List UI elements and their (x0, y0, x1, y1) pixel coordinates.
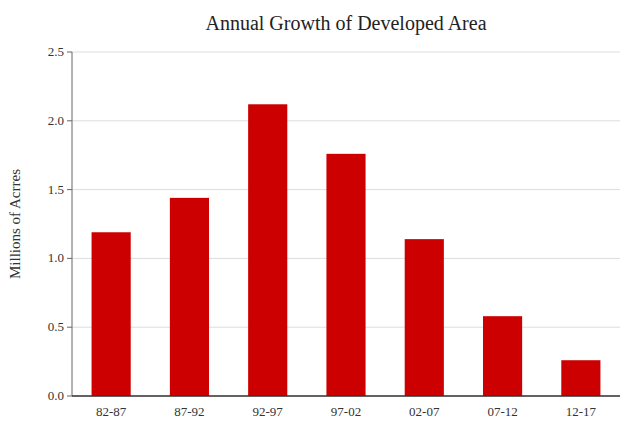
x-tick-label: 97-02 (331, 404, 361, 419)
y-tick-label: 2.0 (48, 113, 64, 128)
grid-line (72, 120, 620, 121)
y-axis: 0.0 0.5 1.0 1.5 2.0 2.5 (48, 44, 72, 403)
y-axis-label: Millions of Acrres (7, 169, 23, 279)
bars (92, 104, 601, 396)
bar (561, 360, 600, 396)
bar (92, 232, 131, 396)
y-tick (67, 327, 72, 328)
x-tick-label: 12-17 (566, 404, 597, 419)
y-tick (67, 189, 72, 190)
x-axis-line (72, 395, 620, 397)
y-tick-label: 1.5 (48, 182, 64, 197)
y-tick-label: 0.0 (48, 388, 64, 403)
y-axis-line (72, 52, 73, 396)
x-tick-label: 82-87 (96, 404, 127, 419)
bar (326, 154, 365, 396)
chart-container: Annual Growth of Developed Area Millions … (0, 0, 640, 438)
x-tick-label: 07-12 (487, 404, 517, 419)
bar (170, 198, 209, 396)
grid (72, 52, 620, 396)
y-tick (67, 396, 72, 397)
x-tick-label: 87-92 (174, 404, 204, 419)
y-tick-label: 0.5 (48, 319, 64, 334)
y-tick (67, 258, 72, 259)
grid-line (72, 52, 620, 53)
bar (483, 316, 522, 396)
grid-line (72, 396, 620, 397)
chart-svg: Annual Growth of Developed Area Millions … (0, 0, 640, 438)
x-tick-label: 02-07 (409, 404, 440, 419)
page: {"chart_data": {"type": "bar", "title": … (0, 0, 640, 438)
x-tick-label: 92-97 (253, 404, 284, 419)
y-tick (67, 120, 72, 121)
x-axis: 82-87 87-92 92-97 97-02 02-07 07-12 12-17 (72, 396, 620, 419)
y-tick-label: 2.5 (48, 44, 64, 59)
bar (248, 104, 287, 396)
title: Annual Growth of Developed Area (205, 12, 486, 35)
bar (405, 239, 444, 396)
y-tick-label: 1.0 (48, 250, 64, 265)
y-tick (67, 52, 72, 53)
